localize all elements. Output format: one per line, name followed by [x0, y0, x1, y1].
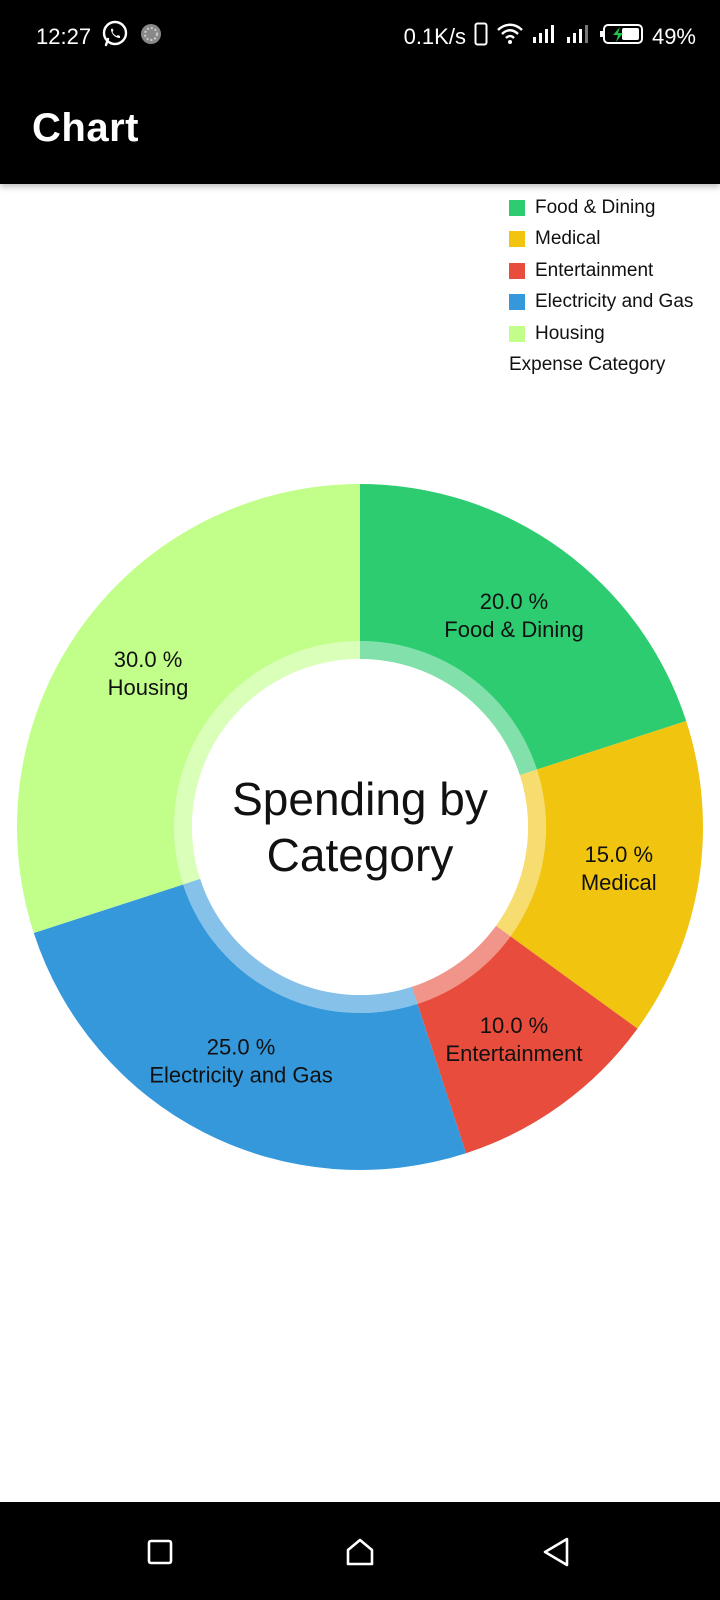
legend-item-entertainment: Entertainment [509, 255, 714, 287]
home-icon [346, 1538, 374, 1566]
donut-slice-0 [360, 484, 687, 770]
donut-slice-2 [417, 936, 638, 1154]
legend-label: Housing [535, 322, 605, 344]
legend-item-medical: Medical [509, 224, 714, 256]
slice-category-label: Housing [108, 675, 189, 700]
donut-slice-3 [33, 884, 466, 1170]
slice-category-label: Entertainment [446, 1041, 583, 1066]
slice-value-label: 10.0 % [480, 1013, 549, 1038]
chart-title: Spending by Category [232, 773, 488, 881]
chart-legend: Food & Dining Medical Entertainment Elec… [509, 192, 714, 376]
slice-category-label: Food & Dining [444, 617, 583, 642]
navigation-bar [0, 1502, 720, 1600]
legend-item-electricity-gas: Electricity and Gas [509, 287, 714, 319]
loading-icon [139, 22, 163, 52]
slice-value-label: 30.0 % [114, 647, 183, 672]
legend-item-food-dining: Food & Dining [509, 192, 714, 224]
network-speed: 0.1K/s [403, 24, 466, 49]
slice-label-1: 15.0 % Medical [581, 842, 657, 895]
status-right: 0.1K/s [404, 22, 696, 52]
recent-apps-button[interactable] [140, 1532, 180, 1572]
donut-chart: 20.0 % Food & Dining 15.0 % Medical 10.0 % En… [0, 470, 720, 1190]
slice-value-label: 15.0 % [585, 842, 654, 867]
legend-label: Electricity and Gas [535, 291, 694, 313]
signal-icon [566, 23, 592, 51]
page-title: Chart [32, 106, 139, 150]
legend-swatch [509, 294, 525, 311]
donut-slice-1 [510, 721, 703, 1029]
status-bar: 12:27 0.1K/s [0, 0, 720, 72]
back-icon [543, 1537, 569, 1567]
slice-category-label: Electricity and Gas [149, 1062, 332, 1087]
home-button[interactable] [340, 1532, 380, 1572]
whatsapp-icon [101, 20, 129, 54]
legend-swatch [509, 262, 525, 279]
donut-inner-ring-4 [173, 641, 360, 885]
legend-swatch [509, 199, 525, 216]
chart-title-line: Spending by [232, 773, 488, 825]
donut-inner-ring-2 [411, 925, 511, 1004]
slice-label-4: 30.0 % Housing [108, 647, 189, 700]
legend-label: Food & Dining [535, 196, 656, 218]
slice-category-label: Medical [581, 870, 657, 895]
slice-value-label: 25.0 % [207, 1034, 276, 1059]
phone-vibrate-icon [474, 22, 488, 52]
app-bar: Chart [0, 72, 720, 184]
battery-level: 49% [651, 24, 696, 49]
legend-swatch [509, 231, 525, 248]
legend-label: Entertainment [535, 259, 654, 281]
donut-inner-ring-3 [183, 878, 418, 1013]
legend-title: Expense Category [509, 353, 666, 375]
donut-inner-ring-0 [360, 641, 537, 776]
status-time: 12:27 [36, 24, 92, 49]
donut-slice-4 [16, 484, 361, 933]
donut-hole [192, 659, 528, 995]
donut-chart-svg: 20.0 % Food & Dining 15.0 % Medical 10.0 % En… [16, 484, 703, 1170]
legend-item-housing: Housing [509, 318, 714, 350]
status-left: 12:27 [36, 20, 163, 54]
recent-apps-icon [147, 1539, 173, 1565]
slice-value-label: 20.0 % [480, 589, 549, 614]
signal-icon [532, 23, 558, 51]
legend-swatch [509, 325, 525, 342]
chart-title-line: Category [267, 829, 454, 881]
legend-label: Medical [535, 228, 601, 250]
slice-label-2: 10.0 % Entertainment [446, 1013, 583, 1066]
slice-label-0: 20.0 % Food & Dining [444, 589, 583, 642]
back-button[interactable] [536, 1532, 576, 1572]
battery-charging-icon [599, 22, 644, 52]
slice-label-3: 25.0 % Electricity and Gas [149, 1034, 332, 1087]
wifi-icon [496, 22, 524, 52]
donut-inner-ring-1 [495, 769, 546, 937]
